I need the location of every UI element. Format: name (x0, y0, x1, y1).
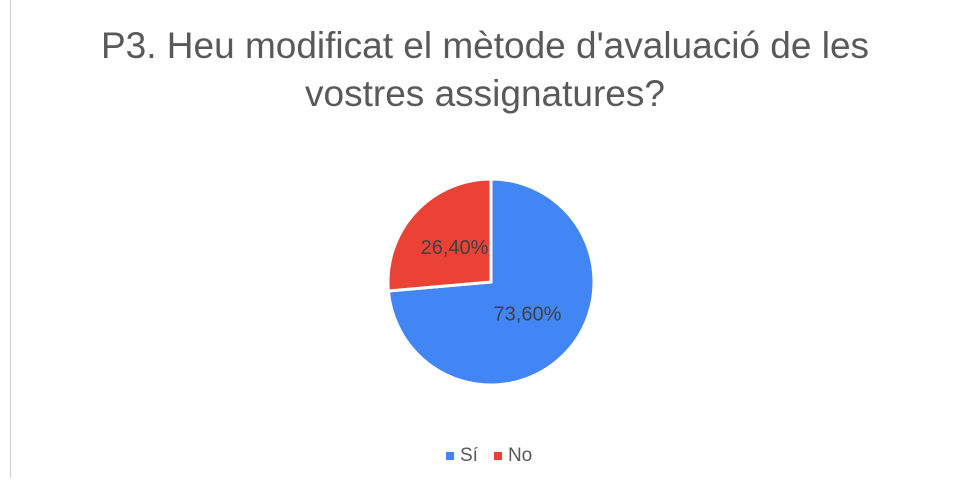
legend-swatch (493, 452, 502, 460)
chart-title: P3. Heu modificat el mètode d'avaluació … (100, 25, 870, 114)
pie-slice (386, 177, 493, 293)
legend-label: Sí (460, 445, 479, 466)
chart-frame (10, 0, 965, 478)
data-label: 73,60% (494, 304, 562, 326)
legend-swatch (446, 452, 454, 460)
data-label: 26,40% (421, 237, 489, 259)
legend-label: No (508, 445, 532, 466)
